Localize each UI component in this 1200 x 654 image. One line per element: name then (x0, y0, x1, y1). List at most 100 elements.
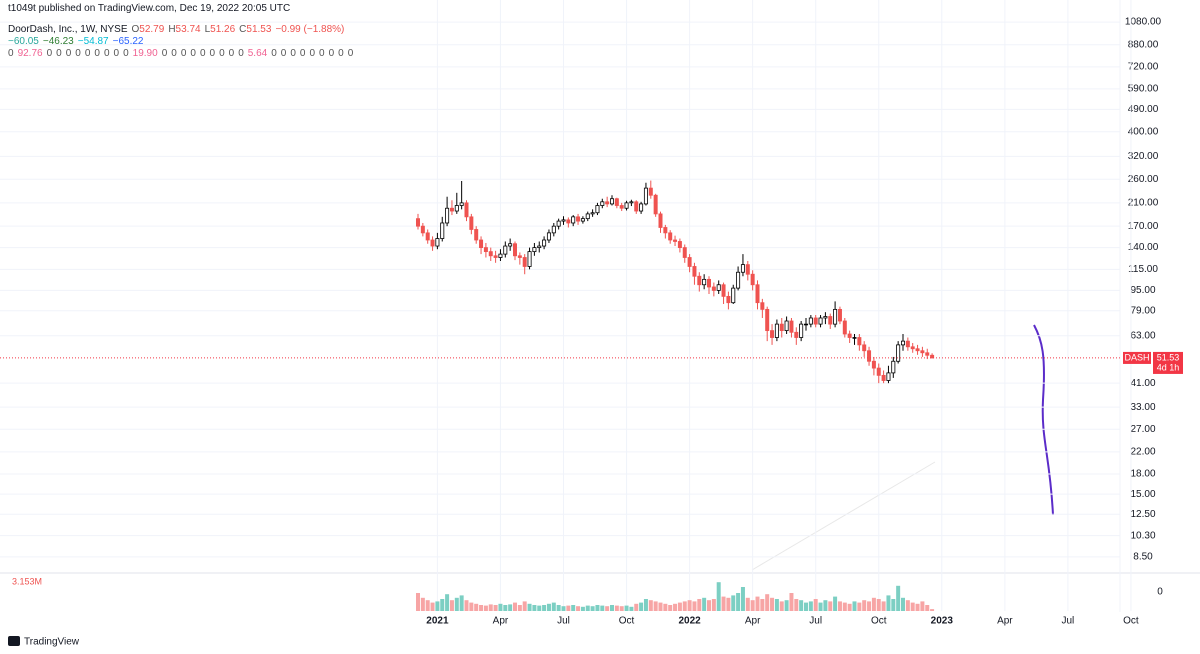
indicator-row: −60.05 −46.23 −54.87 −65.22 (8, 36, 148, 47)
candle-body (454, 205, 459, 212)
volume-bar (789, 593, 794, 611)
candle-body (513, 243, 518, 257)
volume-bar (449, 600, 454, 611)
y-tick-label: 260.00 (1128, 174, 1159, 185)
candle-body (876, 367, 881, 376)
indicator-value: 0 (328, 48, 335, 59)
symbol-label: DASH (1124, 352, 1149, 362)
volume-bar (532, 605, 537, 611)
candle-body (595, 205, 600, 214)
x-tick-label: Apr (997, 616, 1013, 627)
candle-body (692, 266, 697, 277)
volume-bar (871, 597, 876, 611)
volume-bar (435, 601, 440, 611)
indicator-value: −46.23 (42, 36, 74, 47)
volume-bar (653, 601, 658, 611)
y-tick-label: 33.00 (1130, 402, 1155, 413)
change: −0.99 (−1.88%) (275, 24, 345, 35)
candle-body (852, 337, 857, 339)
candle-body (425, 232, 430, 241)
indicator-value: 0 (271, 48, 277, 59)
volume-bar (692, 601, 697, 611)
candle-body (862, 344, 867, 352)
candle-body (571, 216, 576, 224)
volume-bar (527, 603, 532, 611)
candle-body (459, 202, 464, 206)
y-tick-label: 41.00 (1130, 378, 1155, 389)
volume-bar (556, 605, 561, 611)
ohlc-key: O (131, 24, 140, 35)
ohlc-key: H (168, 24, 176, 35)
volume-bar (837, 601, 842, 611)
volume-bar (794, 599, 799, 611)
legend-row: DoorDash, Inc., 1W, NYSE O52.79 H53.74 L51.… (8, 24, 348, 35)
volume-bar (716, 582, 721, 611)
logo-icon (8, 636, 20, 646)
volume-bar (760, 599, 765, 611)
volume-bar (673, 603, 678, 611)
volume-bar (595, 605, 600, 611)
volume-bar (881, 601, 886, 611)
candle-body (474, 229, 479, 241)
candle-body (760, 302, 765, 310)
candle-body (731, 287, 736, 304)
y-tick-label: 590.00 (1128, 83, 1159, 94)
volume-bar (847, 603, 852, 611)
volume-bar (430, 602, 435, 611)
indicator-value: 0 (65, 48, 72, 59)
curve-drawing (1033, 324, 1054, 516)
volume-bar (590, 606, 595, 611)
volume-bar (658, 602, 663, 611)
volume-bar (808, 601, 813, 611)
symbol-tag (1123, 351, 1151, 364)
candle-body (677, 241, 682, 249)
indicator-value: −65.22 (112, 36, 144, 47)
ohlc-value: 51.26 (210, 24, 236, 35)
candle-body (580, 218, 585, 222)
volume-bar (784, 600, 789, 611)
x-tick-label: 2021 (426, 616, 449, 627)
indicator-value: 5.64 (247, 48, 268, 59)
y-tick-label: 15.00 (1130, 489, 1155, 500)
candle-body (745, 264, 750, 275)
y-tick-label: 400.00 (1128, 126, 1159, 137)
candle-body (789, 320, 794, 333)
volume-bar (886, 595, 891, 611)
candle-body (915, 348, 920, 352)
indicator-value: 0 (171, 48, 177, 59)
y-tick-label: 170.00 (1128, 221, 1159, 232)
volume-bar (445, 594, 450, 611)
candle-body (765, 308, 770, 332)
candle-body (770, 330, 775, 338)
volume-bar (677, 602, 682, 611)
indicator-value: 92.76 (17, 48, 43, 59)
volume-bar (862, 600, 867, 611)
candle-body (561, 219, 566, 222)
candle-body (576, 216, 581, 222)
volume-bar (464, 600, 469, 611)
volume-bar (697, 599, 702, 611)
candle-body (740, 264, 745, 273)
ohlc-key: L (204, 24, 211, 35)
trend-drawing (751, 461, 936, 571)
candle-body (619, 205, 624, 209)
candle-body (430, 239, 435, 247)
candle-body (784, 320, 789, 332)
x-tick-label: Jul (809, 616, 822, 627)
candle-body (639, 203, 644, 212)
y-tick-label: 22.00 (1130, 447, 1155, 458)
volume-axis-label: 0 (1157, 587, 1163, 598)
volume-bar (804, 602, 808, 611)
candle-body (896, 344, 901, 362)
ohlc-value: 51.53 (246, 24, 272, 35)
volume-bar (687, 600, 692, 611)
candle-body (891, 360, 896, 374)
volume-bar (639, 602, 644, 611)
candle-body (779, 323, 784, 332)
indicator-value: 0 (309, 48, 316, 59)
volume-bar (750, 600, 755, 611)
candle-body (658, 213, 663, 228)
candle-body (435, 238, 440, 247)
